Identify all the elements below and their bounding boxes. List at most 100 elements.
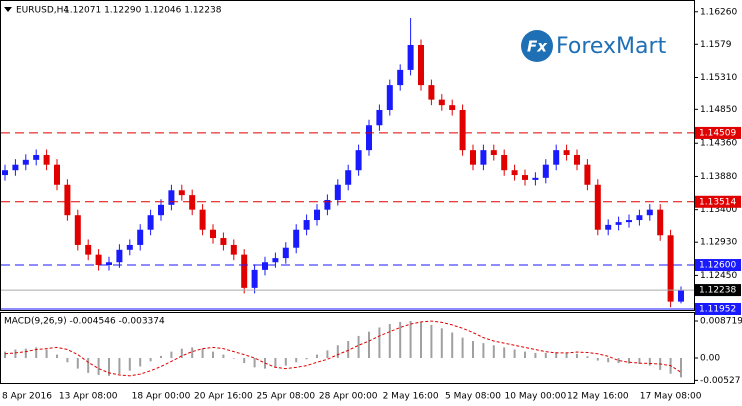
level-label-box — [695, 126, 741, 139]
level-label-box — [695, 303, 741, 315]
macd-bar — [97, 358, 100, 375]
level-label: 1.14509 — [699, 128, 736, 138]
candle-body — [241, 254, 248, 288]
macd-bar — [222, 354, 225, 359]
candle-body — [230, 244, 237, 255]
macd-bar — [14, 349, 17, 359]
candle-body — [667, 235, 674, 302]
logo-icon — [521, 30, 553, 62]
candle-body — [85, 244, 92, 255]
macd-bar — [451, 332, 454, 359]
macd-bar — [253, 358, 256, 368]
macd-bar — [503, 347, 506, 359]
macd-bar — [87, 358, 90, 373]
macd-label: MACD(9,26,9) -0.004546 -0.003374 — [4, 317, 165, 327]
macd-bar — [24, 348, 27, 359]
candle-body — [563, 150, 570, 155]
candle-body — [574, 155, 580, 165]
macd-bar — [232, 358, 235, 359]
macd-bar — [212, 351, 214, 359]
y-tick-label: 1.14360 — [700, 139, 737, 149]
candle-body — [116, 249, 123, 263]
candle-body — [54, 164, 60, 185]
candle-body — [137, 229, 144, 245]
macd-bar — [108, 358, 110, 376]
candle-body — [615, 222, 622, 225]
macd-bar — [524, 351, 526, 359]
symbol: EURUSD,H4 — [16, 6, 69, 16]
y-tick-label: 0.008719 — [700, 317, 742, 327]
x-tick-label: 20 Apr 16:00 — [194, 392, 253, 402]
x-tick-label: 8 Apr 2016 — [2, 392, 52, 402]
macd-bar — [56, 354, 58, 359]
candle-body — [594, 184, 601, 230]
candle-body — [95, 254, 102, 266]
level-label-box — [695, 195, 741, 208]
macd-bar — [555, 352, 558, 359]
x-tick-label: 18 Apr 00:00 — [132, 392, 191, 402]
candle-body — [262, 262, 268, 270]
macd-bar — [191, 347, 194, 359]
macd-bar — [336, 345, 339, 359]
candle-body — [470, 150, 476, 165]
macd-bar — [347, 341, 350, 359]
level-label: 1.11952 — [699, 305, 736, 315]
candle-body — [532, 177, 539, 180]
x-tick-label: 10 May 00:00 — [505, 392, 567, 402]
macd-bar — [596, 358, 599, 361]
candle-body — [480, 150, 487, 165]
level-label: 1.13514 — [699, 197, 736, 207]
x-tick-label: 5 May 08:00 — [445, 392, 501, 402]
macd-bar — [149, 358, 152, 362]
signal-line — [4, 320, 682, 377]
current-price-box — [695, 284, 741, 297]
x-tick-label: 28 Apr 00:00 — [319, 392, 378, 402]
macd-bar — [420, 322, 422, 359]
y-tick-label: 1.12450 — [700, 271, 737, 281]
macd-bar — [118, 358, 121, 375]
level-label-box — [695, 259, 741, 272]
macd-bar — [492, 345, 495, 359]
candle-body — [303, 220, 310, 230]
candle-body — [511, 170, 518, 176]
candle-body — [334, 184, 341, 200]
macd-bar — [45, 349, 48, 359]
macd-bar — [399, 321, 402, 359]
candle-body — [272, 258, 279, 263]
macd-bar — [180, 348, 183, 359]
candle-body — [584, 164, 591, 185]
macd-bar — [586, 356, 589, 359]
current-price-label: 1.12238 — [699, 286, 736, 296]
candle-body — [345, 170, 352, 185]
candle-body — [314, 209, 320, 221]
candle-body — [428, 85, 435, 100]
x-tick-label: 17 May 08:00 — [640, 392, 702, 402]
candle-body — [376, 110, 383, 126]
candle-body — [355, 150, 362, 171]
macd-bar — [326, 350, 329, 359]
y-tick-label: 1.16260 — [700, 7, 737, 17]
candle-body — [210, 229, 216, 239]
macd-frame — [0, 312, 695, 384]
macd-bar — [316, 354, 318, 359]
x-tick-label: 12 May 16:00 — [567, 392, 629, 402]
candle-body — [522, 175, 528, 180]
candle-body — [126, 244, 133, 250]
candle-body — [43, 155, 50, 165]
candle-body — [324, 199, 331, 210]
candle-body — [490, 150, 497, 155]
y-tick-label: 1.15310 — [700, 73, 737, 83]
candle-body — [449, 105, 456, 111]
y-tick-label: 1.13400 — [700, 205, 737, 215]
candle-body — [251, 269, 258, 288]
candle-body — [386, 85, 393, 111]
candle-body — [459, 110, 466, 151]
candle-body — [657, 209, 664, 236]
watermark: ForexMart — [556, 34, 667, 59]
macd-bar — [305, 358, 308, 360]
macd-bar — [201, 348, 204, 359]
candle-body — [678, 290, 684, 302]
candle-body — [33, 155, 40, 160]
